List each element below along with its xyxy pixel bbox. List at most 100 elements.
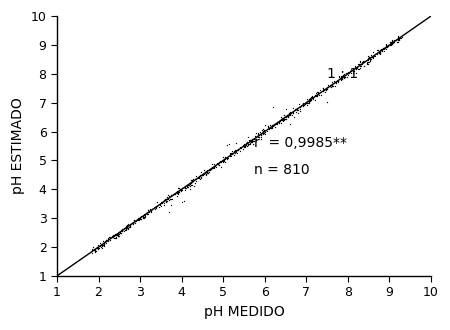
Point [248,140,255,145]
Point [368,54,375,59]
Point [95,246,103,251]
Point [284,113,291,118]
Point [324,86,331,91]
Point [226,151,234,156]
Point [125,224,132,229]
Point [394,38,401,43]
Point [130,222,137,227]
Point [309,95,316,101]
Point [120,226,127,231]
Point [281,116,288,122]
Point [203,169,211,174]
Point [280,117,287,122]
Point [145,211,152,216]
Point [321,89,328,95]
Point [197,172,204,178]
Point [377,47,384,52]
Point [266,125,273,130]
Point [202,171,209,176]
Point [108,235,115,240]
Point [258,132,265,137]
Point [383,44,390,50]
Point [249,141,256,147]
Point [153,205,160,211]
Point [234,148,242,153]
Point [224,156,231,161]
Point [101,242,108,248]
Point [187,180,194,185]
Point [209,161,216,167]
Point [323,87,330,92]
Point [98,244,105,249]
Point [94,244,101,249]
Point [104,239,112,244]
Point [338,76,346,82]
Point [353,64,360,69]
Point [187,178,194,183]
Point [275,120,283,125]
Point [111,236,118,241]
Point [377,50,384,55]
Point [219,158,226,164]
Point [265,124,272,129]
Point [123,223,130,228]
Point [180,198,187,204]
Point [339,74,346,80]
Point [134,215,141,220]
Point [117,230,124,236]
Point [306,98,313,103]
Point [354,65,361,71]
Point [95,246,102,251]
Point [116,231,123,236]
Point [369,55,376,60]
Point [277,118,284,123]
Point [175,191,182,196]
Point [137,216,144,221]
Point [383,45,390,50]
Point [169,192,176,197]
Point [292,107,300,112]
Point [93,246,100,251]
Point [245,142,252,147]
Point [320,87,327,92]
Point [97,242,104,247]
Point [274,119,281,125]
Point [314,93,321,98]
Point [293,106,301,112]
Point [259,127,266,133]
Point [252,138,260,143]
Point [289,111,296,116]
Point [105,238,112,244]
Point [236,144,243,149]
Point [270,122,278,127]
Point [274,121,281,126]
Point [228,150,235,156]
Point [351,65,359,70]
Point [366,55,373,61]
Point [149,207,156,212]
Point [389,37,396,42]
Point [92,248,99,253]
Point [279,118,287,123]
Point [238,146,245,151]
Point [365,54,373,60]
Point [378,47,386,52]
Point [396,36,403,41]
Point [303,100,310,105]
Point [289,110,297,116]
Point [174,192,181,197]
Point [211,163,218,168]
Point [114,234,122,239]
Point [252,134,260,140]
Point [171,190,178,196]
Point [204,171,211,176]
Point [315,90,322,95]
Point [387,39,394,45]
Point [398,34,405,40]
Point [307,97,315,102]
Point [162,196,169,202]
Point [178,186,185,192]
Point [304,100,311,106]
Point [189,179,196,184]
Point [129,220,136,226]
